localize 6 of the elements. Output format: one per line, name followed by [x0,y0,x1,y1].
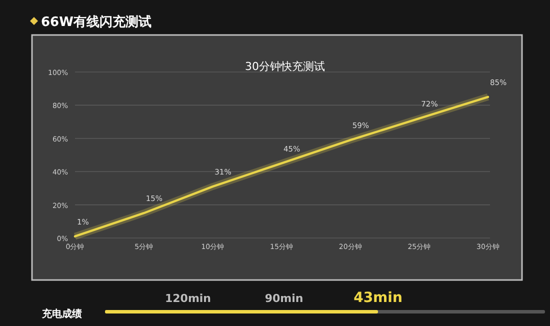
chart-title: 66W有线闪充测试 [41,14,152,30]
text: 43min [354,290,402,306]
chart-subtitle: 30分钟快充测试 [245,60,325,73]
text: 90min [264,292,304,305]
text: 120min [164,292,212,305]
text: 充电成绩 [41,308,82,320]
